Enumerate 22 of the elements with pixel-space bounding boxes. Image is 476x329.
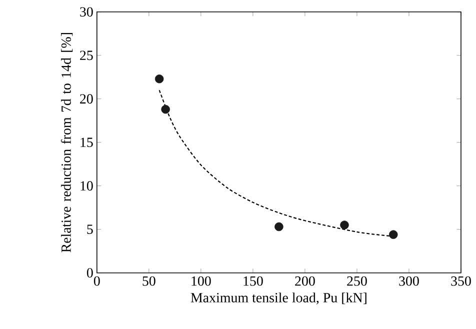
x-tick-label: 50 bbox=[142, 276, 156, 286]
y-tick-label: 5 bbox=[87, 224, 93, 234]
point bbox=[274, 222, 284, 232]
x-tick-label: 250 bbox=[347, 276, 367, 286]
y-tick-label: 10 bbox=[80, 181, 93, 191]
point bbox=[388, 230, 398, 239]
x-tick-label: 200 bbox=[295, 276, 315, 286]
x-tick-label: 150 bbox=[244, 276, 263, 286]
y-tick-label: 20 bbox=[80, 94, 93, 104]
point bbox=[154, 74, 164, 84]
y-tick-label: 0 bbox=[86, 268, 93, 278]
point bbox=[340, 220, 349, 230]
x-axis-title: Maximum tensile load, Pu [kN] bbox=[190, 292, 366, 304]
x-tick-label: 100 bbox=[192, 276, 211, 286]
x-tick-label: 300 bbox=[399, 276, 419, 286]
y-tick-label: 25 bbox=[80, 50, 93, 60]
x-tick-label: 0 bbox=[94, 276, 100, 286]
point bbox=[161, 104, 170, 114]
y-tick-label: 15 bbox=[80, 138, 93, 148]
x-tick-label: 350 bbox=[451, 276, 471, 286]
y-tick-label: 30 bbox=[80, 7, 93, 17]
y-axis-title: Relative reduction from 7d to 14d [%] bbox=[60, 33, 73, 252]
